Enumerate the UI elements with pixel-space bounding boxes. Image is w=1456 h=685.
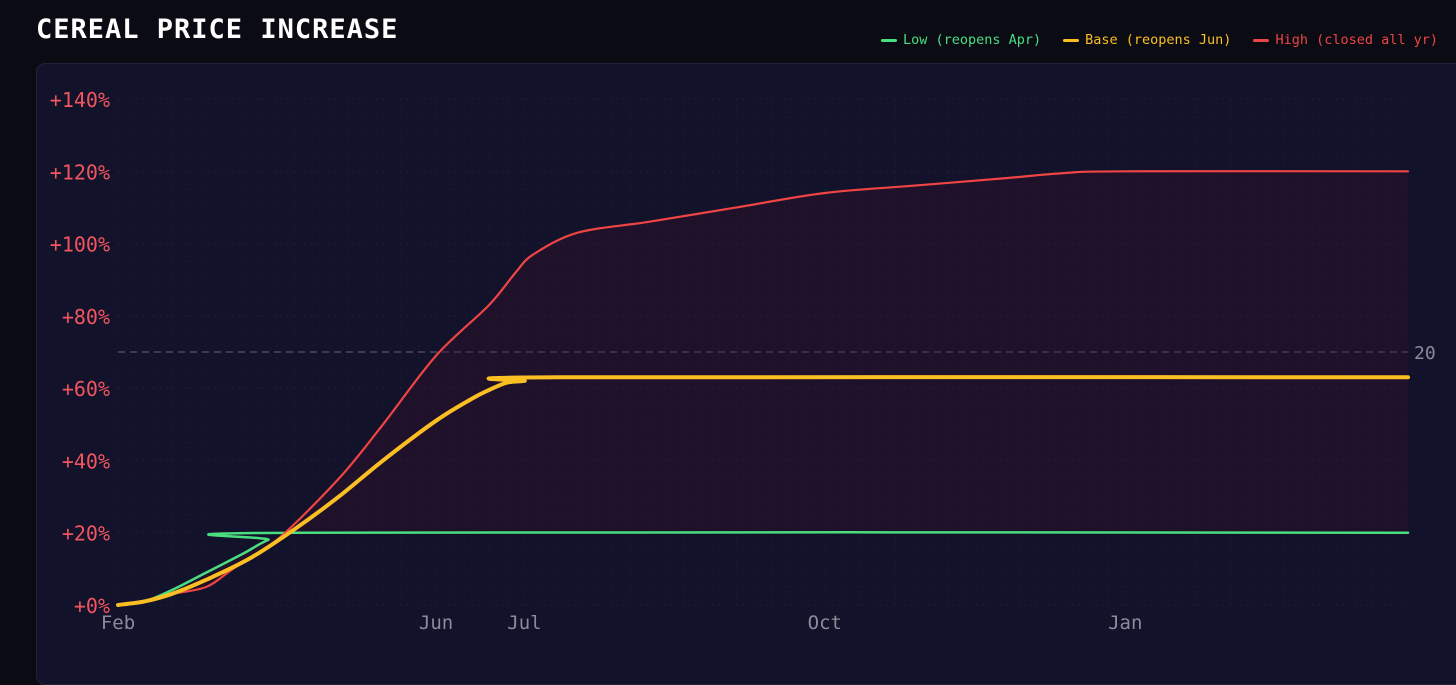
page-title: CEREAL PRICE INCREASE [36,14,399,45]
series-line-base [116,375,1410,607]
price-increase-chart: +0% +20% +40% +60% +80% +100% +120% +140% Feb Jun… [50,88,1436,634]
legend-label-low: Low (reopens Apr) [902,32,1042,48]
legend-item-low[interactable]: Low (reopens Apr) [880,32,1042,48]
series-line-high [116,170,1410,607]
chart-panel: +0% +20% +40% +60% +80% +100% +120% +140% Feb Jun… [36,63,1456,685]
legend-label-base: Base (reopens Jun) [1085,32,1232,48]
legend-item-base[interactable]: Base (reopens Jun) [1063,32,1231,48]
legend-item-high[interactable]: High (closed all yr) [1253,32,1438,48]
y-tick-label: +100% [50,233,110,257]
y-tick-label: +20% [62,522,110,546]
range-band [118,171,1408,605]
x-tick-label: Jul [507,612,541,634]
legend-swatch-low [880,38,897,42]
y-tick-label: +0% [74,594,110,618]
legend-swatch-high [1253,38,1270,42]
y-tick-label: +120% [50,160,110,184]
y-tick-label: +40% [62,449,110,473]
legend-swatch-base [1063,38,1080,42]
x-tick-label: Oct [808,612,842,634]
legend-label-high: High (closed all yr) [1275,32,1438,48]
x-tick-label: Feb [101,612,135,634]
y-tick-label: +60% [62,377,110,401]
y-tick-label: +140% [50,88,110,112]
x-tick-label: Jun [419,612,453,634]
reference-line-label: 20 [1414,343,1436,364]
y-tick-label: +80% [62,305,110,329]
series-line-low [116,530,1410,607]
chart-legend: Low (reopens Apr) Base (reopens Jun) Hig… [880,32,1438,48]
x-tick-label: Jan [1108,612,1142,634]
